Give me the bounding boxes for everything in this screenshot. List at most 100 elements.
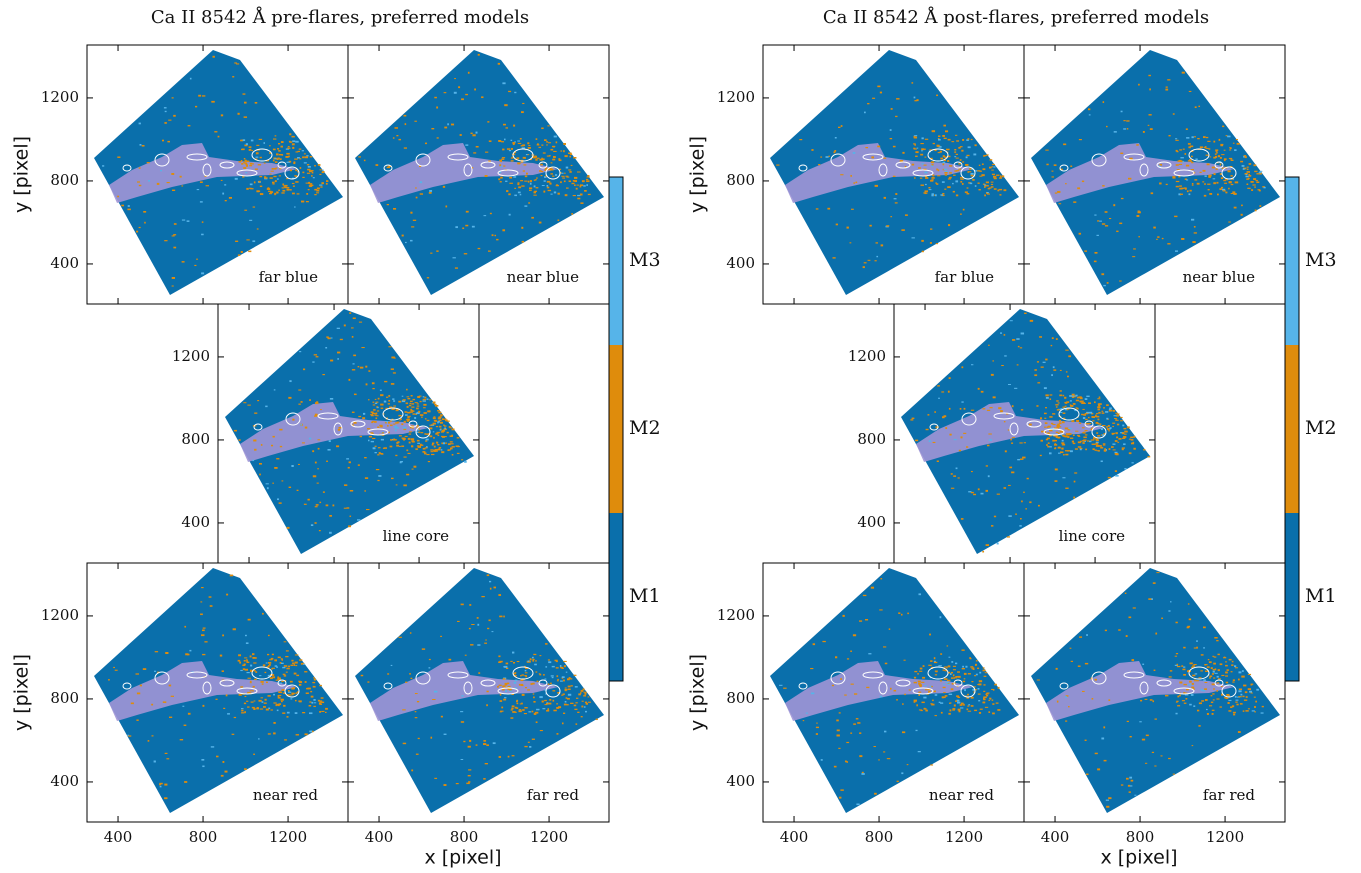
speckle [483,778,486,780]
speckle [1098,403,1102,405]
speckle [1008,515,1012,517]
speckle [1106,125,1108,128]
speckle [986,409,991,411]
speckle [417,396,421,398]
speckle [366,509,370,511]
speckle [1154,718,1157,720]
speckle [890,216,893,218]
speckle [1049,416,1053,418]
speckle [963,678,966,680]
speckle [946,645,949,647]
speckle [1039,454,1042,457]
speckle [499,171,502,174]
y-axis-label: y [pixel] [11,654,33,731]
y-tick-label: 1200 [41,88,79,106]
speckle [433,450,436,452]
speckle [390,439,393,441]
speckle [850,683,854,685]
speckle [245,143,248,146]
speckle [286,178,289,180]
speckle [838,712,841,714]
speckle [254,678,257,681]
speckle [320,409,322,411]
speckle [494,234,497,237]
speckle [441,442,444,445]
speckle [281,700,283,703]
speckle [1095,421,1099,424]
speckle [560,181,562,184]
speckle [1109,407,1112,410]
speckle [416,407,419,410]
speckle [569,155,571,158]
contour [154,671,170,685]
contour [1123,153,1145,161]
speckle [451,454,454,456]
speckle [587,175,590,177]
speckle [245,634,247,637]
speckle [1071,395,1075,397]
speckle [233,716,237,719]
speckle [1039,336,1043,338]
contour [1188,666,1210,680]
speckle [1220,685,1223,687]
speckle [987,193,990,195]
speckle [940,711,943,714]
speckle [1084,250,1087,252]
speckle [549,699,552,701]
speckle [1142,663,1145,665]
speckle [1177,160,1181,162]
speckle [546,180,551,183]
speckle [287,690,290,692]
speckle [268,662,272,664]
speckle [1182,148,1185,150]
speckle [409,431,412,433]
speckle [938,665,942,667]
speckle [358,415,362,418]
speckle [247,404,251,406]
speckle [1004,355,1007,357]
speckle [291,693,294,696]
speckle [1217,155,1221,158]
speckle [1095,439,1099,442]
speckle [282,183,285,186]
speckle [565,697,568,699]
speckle [1129,736,1132,738]
speckle [1214,153,1217,155]
speckle [1049,398,1052,400]
speckle [293,672,297,675]
speckle [1193,647,1197,649]
speckle [1046,437,1050,440]
speckle [541,158,545,161]
contour [1091,671,1107,685]
contour [186,671,208,679]
speckle [484,642,488,644]
speckle [281,680,284,683]
speckle [1051,337,1054,340]
speckle [578,693,581,696]
speckle [311,172,314,174]
speckle [308,705,312,707]
speckle [520,683,524,686]
speckle [1254,170,1258,173]
contour [1156,161,1172,169]
speckle [966,154,970,157]
speckle [514,91,517,94]
speckle [983,690,986,692]
speckle [245,164,248,167]
speckle [303,153,306,155]
speckle [1198,725,1201,727]
x-tick-label: 1200 [530,828,568,846]
speckle [1244,691,1248,694]
speckle [525,667,528,670]
speckle [322,169,324,171]
speckle [436,441,438,444]
speckle [1044,431,1047,434]
speckle [419,193,424,195]
speckle [433,450,437,452]
speckle [960,702,964,705]
panel-label: near blue [507,268,579,286]
speckle [1217,193,1219,196]
speckle [251,706,255,709]
speckle [1101,737,1105,740]
speckle [776,164,780,166]
